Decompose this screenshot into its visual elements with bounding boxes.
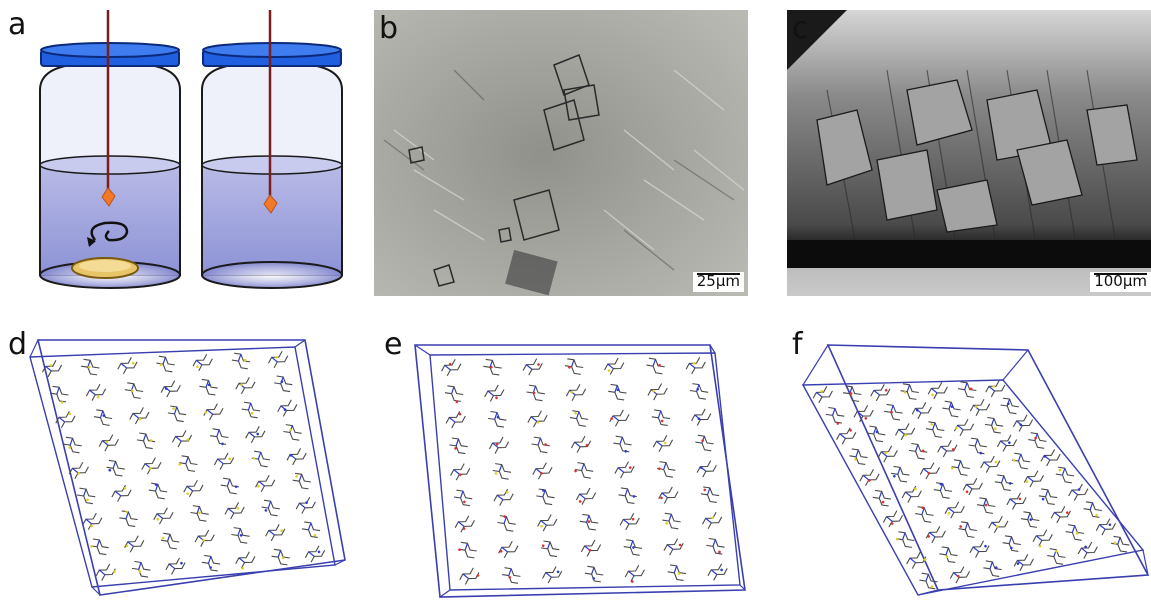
micrograph-c: c 100µm (787, 10, 1151, 296)
scale-bar-b: 25µm (692, 272, 744, 292)
scale-bar-c: 100µm (1090, 272, 1151, 292)
unit-cell-outline (414, 344, 746, 598)
crystal-packing-d (29, 339, 346, 596)
scale-bar-label: 25µm (696, 272, 740, 290)
panel-label-c: c (792, 11, 809, 46)
vial-stirred (39, 10, 181, 289)
unit-cell-outline (801, 344, 1150, 596)
scale-bar-line (1094, 273, 1147, 275)
panel-label-d: d (8, 327, 28, 362)
panel-label-e: e (384, 327, 403, 362)
molecule-grid (812, 380, 1130, 590)
rotation-arrow-icon (87, 221, 129, 247)
unit-cell-outline (29, 339, 346, 596)
panel-label-a: a (8, 7, 27, 42)
vial-static (201, 10, 343, 289)
panel-label-f: f (792, 327, 803, 362)
crystal-packing-e (414, 344, 746, 598)
panel-label-b: b (379, 11, 399, 46)
micrograph-b: b 25µm (374, 10, 748, 296)
molecule-grid (41, 350, 326, 581)
vial-schematic (39, 10, 343, 289)
molecule-grid (441, 357, 728, 585)
crystal-packing-f (801, 344, 1150, 596)
scale-bar-line (696, 273, 740, 275)
scale-bar-label: 100µm (1094, 272, 1147, 290)
